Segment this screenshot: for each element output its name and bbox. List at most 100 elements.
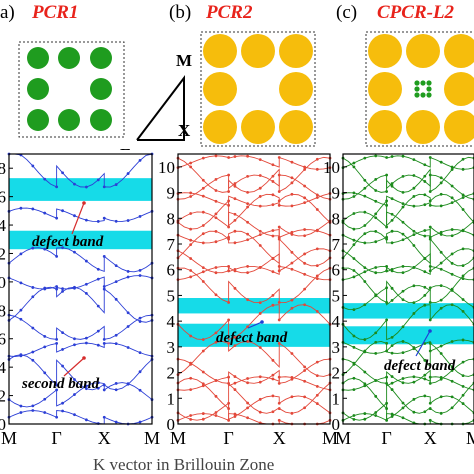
band-point (214, 216, 218, 220)
rod-cpcr (368, 110, 402, 144)
band-point (352, 195, 356, 198)
band-point (96, 343, 100, 347)
band-point (114, 280, 118, 284)
band-point (461, 298, 465, 301)
band-point (390, 184, 394, 188)
band-point (258, 244, 262, 247)
band-point (201, 270, 205, 274)
band-point (352, 257, 356, 260)
band-point (43, 411, 47, 414)
band-point (73, 337, 76, 341)
rod-pcr1 (27, 109, 49, 131)
y-tick-label: 0 (0, 415, 6, 434)
band-point (126, 325, 130, 328)
band-point (401, 401, 405, 405)
band-point (84, 218, 88, 222)
band-point (84, 259, 88, 263)
band-point (31, 164, 35, 168)
band-point (439, 352, 443, 355)
rod-pcr2 (203, 72, 237, 106)
band-point (246, 377, 249, 380)
y-tick-label: 6 (332, 261, 341, 280)
band-point (189, 417, 193, 421)
band-point (352, 212, 356, 215)
band-point (315, 277, 319, 281)
panel-b-letter: (b) (169, 2, 192, 23)
band-line (342, 377, 474, 414)
band-point (258, 204, 262, 208)
band-point (102, 285, 106, 288)
rod-pcr2 (241, 110, 275, 144)
rod-pcr1 (58, 109, 80, 131)
band-point (201, 156, 205, 160)
band-point (303, 196, 307, 200)
band-point (352, 227, 356, 231)
band-point (439, 233, 443, 236)
band-line (177, 358, 331, 384)
band-point (271, 394, 275, 398)
x-axis-label: K vector in Brillouin Zone (93, 455, 274, 474)
band-point (227, 341, 231, 345)
band-point (55, 415, 59, 419)
band-line (177, 192, 331, 207)
band-point (412, 347, 416, 351)
band-point (303, 184, 307, 188)
y-tick-label: 3 (167, 338, 176, 357)
band-point (258, 229, 262, 233)
band-point (439, 181, 443, 185)
plot-frame (8, 153, 153, 425)
band-point (352, 414, 356, 417)
band-point (461, 228, 465, 232)
annotation-arrow (247, 321, 263, 329)
band-point (114, 219, 118, 223)
band-point (84, 341, 88, 345)
band-point (189, 388, 193, 392)
band-point (201, 417, 205, 421)
band-point (390, 218, 394, 222)
band-point (271, 229, 275, 232)
band-point (271, 358, 275, 362)
band-line (8, 410, 153, 425)
x-tick-label: M (144, 428, 160, 448)
band-point (385, 203, 389, 207)
band-point (73, 214, 76, 218)
band-point (214, 378, 218, 382)
band-point (303, 252, 307, 256)
small-rod-cpcr (414, 86, 420, 92)
band-point (290, 306, 294, 310)
band-point (246, 238, 249, 242)
band-line (342, 358, 474, 384)
band-point (390, 388, 394, 391)
band-point (401, 340, 405, 343)
band-point (315, 402, 319, 405)
band-point (303, 379, 307, 383)
band-line (342, 413, 474, 425)
band-point (385, 225, 389, 229)
band-point (315, 228, 319, 232)
band-line (342, 265, 474, 281)
band-point (315, 360, 319, 364)
band-point (439, 192, 443, 196)
band-point (214, 394, 218, 398)
band-point (315, 196, 319, 199)
band-point (189, 414, 193, 417)
band-point (55, 337, 59, 341)
band-point (374, 189, 378, 192)
band-point (43, 345, 47, 349)
band-point (290, 395, 294, 399)
band-point (201, 412, 205, 415)
band-line (177, 156, 331, 193)
band-point (450, 369, 454, 372)
band-point (258, 410, 262, 414)
band-point (31, 350, 35, 354)
y-tick-label: 12 (0, 244, 6, 263)
band-point (84, 282, 88, 286)
x-tick-label: Γ (223, 428, 233, 448)
band-point (233, 218, 237, 222)
band-point (385, 381, 389, 385)
band-plot-a: defect band second band 0 2 4 6 8 10 12 14 16 18 M Γ X… (0, 152, 160, 448)
band-point (423, 174, 427, 178)
rod-pcr1 (27, 47, 49, 69)
band-gap (9, 230, 152, 250)
band-point (439, 395, 443, 399)
